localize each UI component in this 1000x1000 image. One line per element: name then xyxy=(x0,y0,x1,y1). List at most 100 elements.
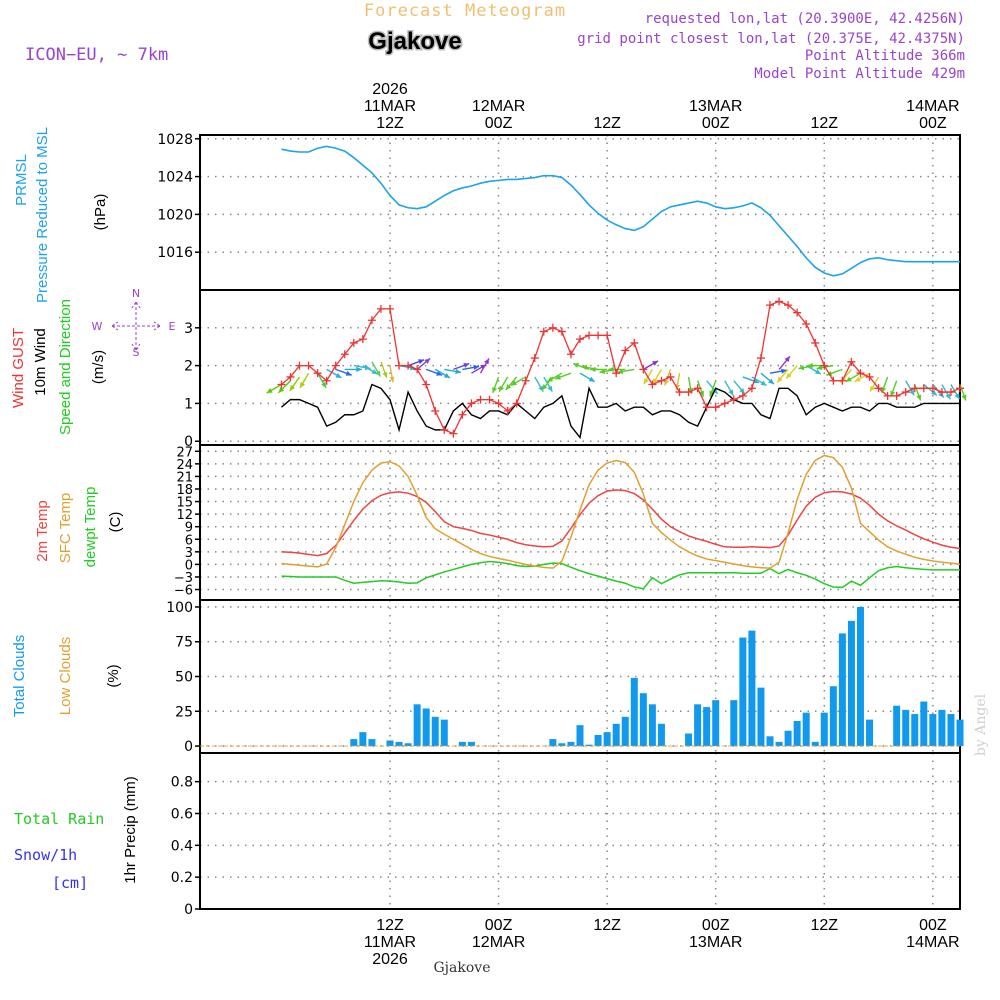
wind-arrow-head xyxy=(608,366,614,373)
top-time-label: 12Z xyxy=(593,115,621,132)
wind-arrow xyxy=(266,383,282,394)
gust-marker xyxy=(956,384,964,393)
gust-marker xyxy=(358,335,367,344)
wind-gust-line xyxy=(281,300,961,435)
wind-arrow-head xyxy=(463,362,470,368)
wind-arrow-head xyxy=(455,368,462,374)
cloud-bar xyxy=(458,741,466,747)
cloud-bar xyxy=(413,704,421,747)
grid-point-coords: grid point closest lon,lat (20.375E, 42.… xyxy=(577,31,965,47)
wind-arrow xyxy=(344,366,362,373)
wind-arrow xyxy=(778,355,791,370)
gust-marker xyxy=(838,376,847,385)
gust-marker xyxy=(666,372,675,381)
wind-arrow-head xyxy=(768,378,774,385)
wind-arrow-head xyxy=(643,378,649,385)
pressure-unit: (hPa) xyxy=(92,194,109,231)
cloud-bar xyxy=(730,700,738,747)
wind-arrow-head xyxy=(321,381,327,388)
gust-marker xyxy=(612,369,621,378)
gust-marker xyxy=(449,429,458,438)
wind-arrow xyxy=(890,380,898,397)
gust-marker xyxy=(756,354,765,363)
wind-arrow xyxy=(407,359,425,367)
cloud-bar xyxy=(911,714,919,747)
gust-marker xyxy=(775,297,784,306)
gust-marker xyxy=(711,403,720,412)
point-altitude: Point Altitude 366m xyxy=(805,48,965,64)
wind-arrow xyxy=(416,357,431,370)
location-title: Gjakove xyxy=(368,28,461,55)
gust-marker xyxy=(747,384,756,393)
cloud-bar xyxy=(838,633,846,747)
wind-arrow xyxy=(914,384,922,401)
gust-marker xyxy=(811,338,820,347)
gust-marker xyxy=(494,399,503,408)
requested-coords: requested lon,lat (20.3900E, 42.4256N) xyxy=(645,11,965,27)
total-clouds-label: Total Clouds xyxy=(11,635,28,718)
wind-arrow-head xyxy=(335,372,342,378)
top-time-label: 14MAR xyxy=(906,98,959,115)
cloud-bar xyxy=(766,736,774,747)
gust-marker xyxy=(856,369,865,378)
pressure-label-2: Pressure Reduced to MSL xyxy=(34,127,51,303)
gust-marker xyxy=(621,346,630,355)
wind-arrow-head xyxy=(554,374,561,380)
cloud-bar xyxy=(630,677,638,747)
temp-2m-label: 2m Temp xyxy=(34,500,51,561)
wind-arrow xyxy=(652,369,663,385)
wind-arrow-head xyxy=(854,376,861,382)
wind-arrow-head xyxy=(581,364,588,370)
wind-arrow xyxy=(785,365,798,380)
gust-marker xyxy=(847,357,856,366)
wind-arrow xyxy=(444,368,462,374)
gust-marker xyxy=(277,380,286,389)
wind-arrow xyxy=(869,376,880,393)
gust-marker xyxy=(657,376,666,385)
gust-marker xyxy=(530,354,539,363)
wind-arrow-head xyxy=(345,370,352,376)
gust-marker xyxy=(404,361,413,370)
gust-marker xyxy=(901,388,910,397)
top-time-label: 00Z xyxy=(919,115,947,132)
wind-arrow-head xyxy=(547,376,554,382)
wind-arrow-head xyxy=(573,362,580,368)
wind-arrow-head xyxy=(538,385,544,392)
gust-marker xyxy=(946,388,955,397)
cloud-bar xyxy=(739,637,747,747)
wind-arrow xyxy=(389,365,395,383)
gust-marker xyxy=(512,399,521,408)
wind-arrow xyxy=(505,376,518,391)
wind-arrow-head xyxy=(443,372,450,378)
wind-arrow-head xyxy=(289,384,296,391)
cloud-bar xyxy=(712,700,720,747)
wind-arrow xyxy=(326,368,342,379)
top-time-label: 12Z xyxy=(810,115,838,132)
snow-label: Snow/1h xyxy=(14,846,77,864)
wind-arrow xyxy=(845,372,861,383)
wind-arrow-head xyxy=(909,389,915,396)
cloud-bar xyxy=(549,739,557,747)
bottom-time-label: 13MAR xyxy=(689,934,742,951)
bottom-time-label: 11MAR xyxy=(364,934,416,951)
y-tick-label: 0.4 xyxy=(171,838,193,854)
wind-arrow-head xyxy=(777,376,783,383)
y-tick-label: 18 xyxy=(176,483,193,498)
wind-arrow-head xyxy=(784,356,790,363)
gust-marker xyxy=(467,399,476,408)
panel-1-group: 1016 1020 1024 1028 xyxy=(157,132,961,291)
wind-arrow xyxy=(959,384,967,401)
wind-arrow-head xyxy=(945,393,951,400)
y-tick-label: 24 xyxy=(176,458,193,473)
gust-marker xyxy=(937,388,946,397)
cloud-bar xyxy=(757,687,765,747)
y-tick-label: 2 xyxy=(184,359,193,375)
wind-arrow xyxy=(380,361,388,379)
cloud-bar xyxy=(947,714,955,747)
cloud-bar xyxy=(440,719,448,747)
cloud-bar xyxy=(612,723,620,747)
gust-marker xyxy=(295,361,304,370)
wind-arrow-head xyxy=(266,388,273,394)
